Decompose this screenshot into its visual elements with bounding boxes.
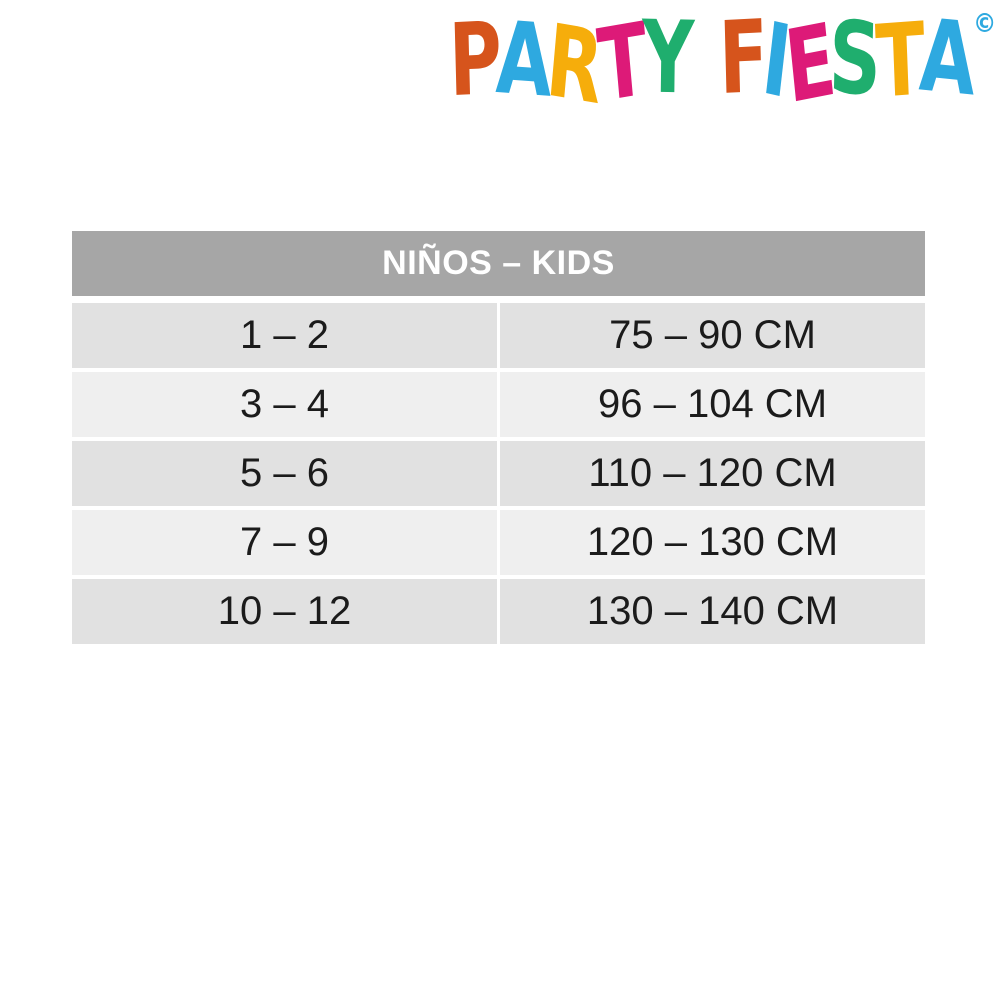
party-fiesta-logo: P A R T Y F I E S T A © xyxy=(448,0,1000,127)
logo-letter: A xyxy=(917,0,979,119)
logo-letter: Y xyxy=(641,0,695,117)
age-cell: 3 – 4 xyxy=(72,372,497,437)
age-cell: 5 – 6 xyxy=(72,441,497,506)
height-cell: 130 – 140 CM xyxy=(500,579,925,644)
table-row: 3 – 4 96 – 104 CM xyxy=(72,372,925,437)
age-cell: 10 – 12 xyxy=(72,579,497,644)
table-header-label: NIÑOS – KIDS xyxy=(382,244,615,282)
table-body: 1 – 2 75 – 90 CM 3 – 4 96 – 104 CM 5 – 6 110 … xyxy=(72,303,925,644)
height-cell: 110 – 120 CM xyxy=(500,441,925,506)
kids-size-chart: NIÑOS – KIDS 1 – 2 75 – 90 CM 3 – 4 96 – 10… xyxy=(72,231,925,644)
height-cell: 75 – 90 CM xyxy=(500,303,925,368)
table-row: 7 – 9 120 – 130 CM xyxy=(72,510,925,575)
height-cell: 120 – 130 CM xyxy=(500,510,925,575)
table-row: 10 – 12 130 – 140 CM xyxy=(72,579,925,644)
table-row: 1 – 2 75 – 90 CM xyxy=(72,303,925,368)
logo-letters: P A R T Y F I E S T A © xyxy=(448,0,997,127)
height-cell: 96 – 104 CM xyxy=(500,372,925,437)
copyright-icon: © xyxy=(972,9,997,39)
age-cell: 1 – 2 xyxy=(72,303,497,368)
table-row: 5 – 6 110 – 120 CM xyxy=(72,441,925,506)
age-cell: 7 – 9 xyxy=(72,510,497,575)
table-header: NIÑOS – KIDS xyxy=(72,231,925,296)
